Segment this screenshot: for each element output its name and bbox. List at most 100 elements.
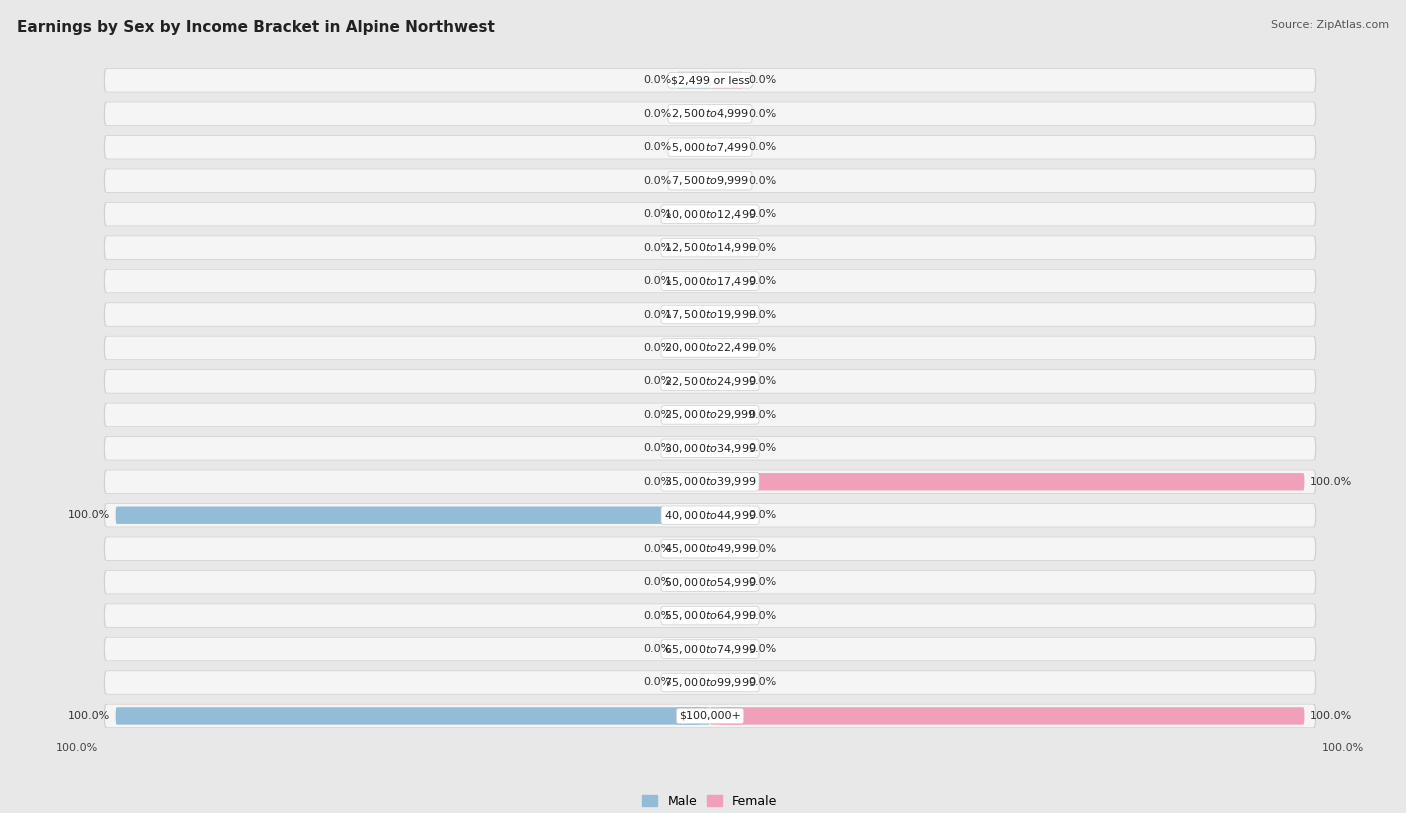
FancyBboxPatch shape (678, 573, 710, 591)
FancyBboxPatch shape (115, 506, 700, 524)
FancyBboxPatch shape (720, 473, 1305, 490)
FancyBboxPatch shape (678, 105, 710, 123)
Text: 0.0%: 0.0% (643, 443, 672, 454)
FancyBboxPatch shape (104, 570, 1316, 594)
FancyBboxPatch shape (105, 504, 1315, 527)
Text: 0.0%: 0.0% (643, 176, 672, 185)
FancyBboxPatch shape (105, 437, 1315, 459)
Text: $40,000 to $44,999: $40,000 to $44,999 (664, 509, 756, 522)
Text: $65,000 to $74,999: $65,000 to $74,999 (664, 642, 756, 655)
FancyBboxPatch shape (710, 138, 742, 156)
FancyBboxPatch shape (720, 707, 1305, 724)
Text: $17,500 to $19,999: $17,500 to $19,999 (664, 308, 756, 321)
FancyBboxPatch shape (104, 503, 1316, 528)
Text: 0.0%: 0.0% (643, 142, 672, 152)
FancyBboxPatch shape (678, 172, 710, 189)
FancyBboxPatch shape (678, 707, 710, 724)
Text: 0.0%: 0.0% (748, 142, 778, 152)
Text: $25,000 to $29,999: $25,000 to $29,999 (664, 408, 756, 421)
FancyBboxPatch shape (710, 72, 742, 89)
FancyBboxPatch shape (678, 206, 710, 223)
FancyBboxPatch shape (105, 237, 1315, 259)
Text: 0.0%: 0.0% (643, 410, 672, 420)
Text: 100.0%: 100.0% (1310, 711, 1353, 721)
FancyBboxPatch shape (710, 707, 742, 724)
Text: $15,000 to $17,499: $15,000 to $17,499 (664, 275, 756, 288)
Text: 0.0%: 0.0% (748, 443, 778, 454)
FancyBboxPatch shape (710, 573, 742, 591)
FancyBboxPatch shape (104, 704, 1316, 728)
FancyBboxPatch shape (678, 306, 710, 324)
Text: 100.0%: 100.0% (56, 743, 98, 753)
Text: 100.0%: 100.0% (67, 511, 110, 520)
Text: 0.0%: 0.0% (643, 109, 672, 119)
Text: $75,000 to $99,999: $75,000 to $99,999 (664, 676, 756, 689)
FancyBboxPatch shape (678, 473, 710, 490)
Text: $12,500 to $14,999: $12,500 to $14,999 (664, 241, 756, 254)
FancyBboxPatch shape (678, 272, 710, 289)
Text: 0.0%: 0.0% (643, 376, 672, 386)
FancyBboxPatch shape (105, 671, 1315, 693)
FancyBboxPatch shape (105, 571, 1315, 593)
FancyBboxPatch shape (710, 641, 742, 658)
Text: 0.0%: 0.0% (643, 276, 672, 286)
FancyBboxPatch shape (104, 603, 1316, 628)
Text: 0.0%: 0.0% (748, 242, 778, 253)
Text: 0.0%: 0.0% (748, 310, 778, 320)
FancyBboxPatch shape (104, 168, 1316, 193)
Text: 0.0%: 0.0% (748, 511, 778, 520)
Text: 0.0%: 0.0% (643, 677, 672, 688)
FancyBboxPatch shape (678, 674, 710, 691)
FancyBboxPatch shape (710, 506, 742, 524)
FancyBboxPatch shape (104, 671, 1316, 694)
FancyBboxPatch shape (710, 473, 742, 490)
FancyBboxPatch shape (678, 72, 710, 89)
Text: $10,000 to $12,499: $10,000 to $12,499 (664, 207, 756, 220)
FancyBboxPatch shape (678, 406, 710, 424)
Text: 0.0%: 0.0% (748, 176, 778, 185)
FancyBboxPatch shape (104, 336, 1316, 360)
Text: 0.0%: 0.0% (643, 343, 672, 353)
FancyBboxPatch shape (104, 202, 1316, 226)
FancyBboxPatch shape (710, 540, 742, 558)
Text: 0.0%: 0.0% (748, 410, 778, 420)
Text: Earnings by Sex by Income Bracket in Alpine Northwest: Earnings by Sex by Income Bracket in Alp… (17, 20, 495, 35)
FancyBboxPatch shape (710, 606, 742, 624)
FancyBboxPatch shape (105, 102, 1315, 125)
Text: Source: ZipAtlas.com: Source: ZipAtlas.com (1271, 20, 1389, 30)
Text: 0.0%: 0.0% (643, 209, 672, 220)
FancyBboxPatch shape (678, 372, 710, 390)
Text: 0.0%: 0.0% (643, 611, 672, 620)
FancyBboxPatch shape (105, 169, 1315, 192)
FancyBboxPatch shape (104, 637, 1316, 661)
FancyBboxPatch shape (678, 641, 710, 658)
Text: 0.0%: 0.0% (643, 242, 672, 253)
Text: $5,000 to $7,499: $5,000 to $7,499 (671, 141, 749, 154)
FancyBboxPatch shape (678, 339, 710, 357)
FancyBboxPatch shape (105, 403, 1315, 426)
FancyBboxPatch shape (105, 537, 1315, 560)
FancyBboxPatch shape (105, 337, 1315, 359)
Text: 0.0%: 0.0% (748, 209, 778, 220)
FancyBboxPatch shape (104, 537, 1316, 561)
FancyBboxPatch shape (105, 303, 1315, 326)
Text: $35,000 to $39,999: $35,000 to $39,999 (664, 476, 756, 489)
FancyBboxPatch shape (105, 370, 1315, 393)
FancyBboxPatch shape (710, 105, 742, 123)
Text: 0.0%: 0.0% (748, 109, 778, 119)
Text: $20,000 to $22,499: $20,000 to $22,499 (664, 341, 756, 354)
FancyBboxPatch shape (104, 135, 1316, 159)
FancyBboxPatch shape (678, 540, 710, 558)
Text: $55,000 to $64,999: $55,000 to $64,999 (664, 609, 756, 622)
Text: 0.0%: 0.0% (643, 544, 672, 554)
FancyBboxPatch shape (105, 705, 1315, 728)
FancyBboxPatch shape (105, 637, 1315, 660)
FancyBboxPatch shape (710, 239, 742, 256)
FancyBboxPatch shape (104, 269, 1316, 293)
Text: 0.0%: 0.0% (643, 310, 672, 320)
Legend: Male, Female: Male, Female (637, 789, 783, 813)
FancyBboxPatch shape (104, 68, 1316, 93)
FancyBboxPatch shape (104, 102, 1316, 126)
FancyBboxPatch shape (678, 138, 710, 156)
FancyBboxPatch shape (105, 136, 1315, 159)
